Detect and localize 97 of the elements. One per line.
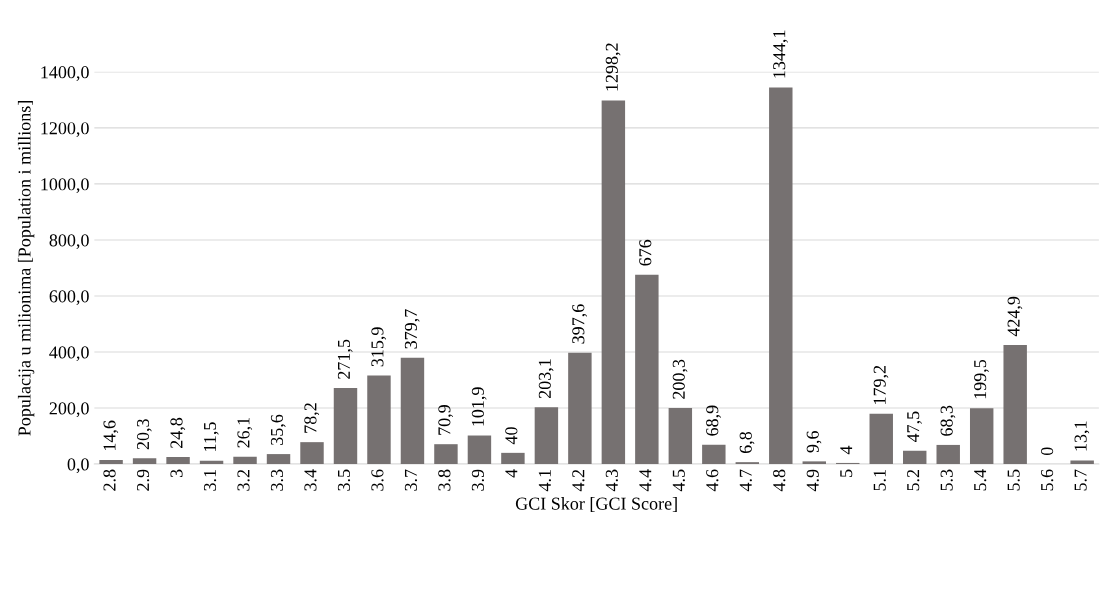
- data-label: 20,3: [136, 419, 152, 450]
- bar: [266, 454, 291, 465]
- y-tick-label: 200,0: [49, 402, 89, 418]
- bar: [969, 408, 994, 465]
- bar: [769, 87, 793, 465]
- bar: [400, 357, 425, 465]
- x-tick-label: 3.7: [404, 469, 418, 491]
- bar: [802, 461, 826, 465]
- data-label: 26,1: [237, 417, 253, 448]
- bar: [233, 456, 257, 465]
- data-label: 4: [840, 445, 853, 455]
- x-tick-label: 5.5: [1007, 469, 1020, 491]
- x-tick-label: 4.1: [538, 470, 551, 492]
- x-tick-label: 3.1: [203, 470, 217, 491]
- x-tick-label: 5.4: [974, 469, 987, 491]
- x-tick-label: 4: [505, 469, 518, 478]
- bar: [534, 407, 559, 465]
- data-label: 6,8: [739, 431, 755, 454]
- y-tick-label: 1000,0: [41, 178, 89, 193]
- bar: [1003, 345, 1027, 465]
- x-tick-label: 5: [840, 469, 853, 477]
- data-label: 397,6: [572, 304, 587, 344]
- x-tick-label: 5.1: [873, 470, 886, 491]
- y-tick-label: 600,0: [49, 290, 89, 306]
- data-label: 78,2: [304, 403, 320, 433]
- y-tick-label: 800,0: [49, 234, 89, 249]
- bar: [869, 413, 893, 465]
- bar: [601, 100, 626, 465]
- data-label: 13,1: [1074, 421, 1090, 451]
- data-label: 676: [639, 239, 652, 266]
- x-tick-label: 4.9: [806, 469, 819, 492]
- data-label: 9,6: [806, 431, 822, 453]
- x-tick-label: 4.5: [672, 469, 685, 492]
- data-label: 179,2: [873, 365, 889, 404]
- y-tick-label: 1200,0: [41, 122, 89, 137]
- bar: [668, 407, 693, 465]
- bar: [635, 274, 659, 465]
- bar: [166, 457, 190, 465]
- data-label: 24,8: [170, 417, 186, 448]
- bar: [333, 388, 358, 465]
- bar: [132, 458, 157, 465]
- y-tick-label: 400,0: [49, 346, 89, 362]
- bar: [501, 452, 525, 465]
- x-tick-label: 3.9: [471, 469, 485, 491]
- data-label: 70,9: [438, 405, 454, 435]
- data-label: 200,3: [672, 359, 688, 399]
- x-tick-label: 4.4: [639, 469, 652, 492]
- bar: [367, 375, 391, 465]
- bar: [434, 444, 458, 465]
- bar: [702, 444, 726, 465]
- data-label: 424,9: [1007, 296, 1023, 337]
- data-label: 47,5: [907, 411, 922, 443]
- data-label: 315,9: [371, 327, 387, 367]
- bar: [300, 442, 324, 465]
- data-label: 199,5: [974, 359, 989, 399]
- x-axis-title: GCI Skor [GCI Score]: [515, 497, 677, 512]
- data-label: 14,6: [103, 420, 119, 451]
- data-label: 35,6: [270, 414, 286, 445]
- data-label: 101,9: [471, 387, 487, 426]
- y-axis-title: Populacija u milionima [Population i millions]: [17, 101, 35, 436]
- x-tick-label: 3.3: [270, 469, 284, 491]
- bar: [1070, 460, 1094, 465]
- x-tick-label: 4.8: [773, 469, 786, 492]
- data-label: 68,9: [706, 405, 721, 436]
- data-label: 40: [505, 427, 518, 445]
- x-tick-label: 3.8: [438, 469, 451, 491]
- x-tick-label: 3.4: [304, 469, 317, 491]
- x-tick-label: 3: [170, 469, 183, 478]
- x-tick-label: 3.6: [371, 469, 384, 491]
- bar: [903, 450, 927, 465]
- x-tick-label: 4.2: [572, 469, 585, 492]
- x-tick-label: 4.3: [605, 469, 618, 492]
- data-label: 1344,1: [773, 30, 788, 78]
- x-tick-label: 4.7: [739, 469, 752, 492]
- bar: [199, 460, 224, 465]
- data-label: 379,7: [404, 309, 420, 349]
- data-label: 203,1: [538, 359, 554, 399]
- data-label: 1298,2: [605, 43, 621, 91]
- y-tick-label: 1400,0: [41, 66, 89, 81]
- data-label: 11,5: [203, 422, 219, 451]
- x-tick-label: 5.7: [1074, 469, 1087, 491]
- data-label: 271,5: [337, 339, 353, 379]
- bar: [467, 435, 492, 465]
- x-tick-label: 3.2: [237, 469, 250, 491]
- x-tick-label: 3.5: [337, 469, 351, 491]
- x-tick-label: 5.2: [907, 469, 920, 491]
- x-tick-label: 2.8: [103, 469, 116, 491]
- data-label: 0: [1041, 447, 1054, 456]
- x-tick-label: 5.3: [940, 469, 953, 491]
- y-tick-label: 0,0: [67, 458, 89, 474]
- bar: [99, 459, 123, 465]
- data-label: 68,3: [940, 405, 956, 436]
- x-tick-label: 5.6: [1041, 469, 1054, 491]
- x-tick-label: 4.6: [706, 469, 719, 492]
- bar: [936, 444, 960, 465]
- bar: [568, 352, 592, 465]
- x-tick-label: 2.9: [136, 469, 150, 491]
